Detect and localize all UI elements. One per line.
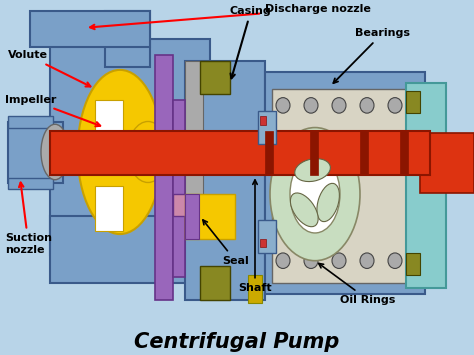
Text: Seal: Seal xyxy=(203,220,249,266)
Text: Impeller: Impeller xyxy=(5,95,100,126)
Bar xyxy=(265,72,425,294)
Ellipse shape xyxy=(360,98,374,113)
Bar xyxy=(406,253,420,275)
Bar xyxy=(406,83,446,288)
Bar xyxy=(185,194,235,239)
Text: Suction
nozzle: Suction nozzle xyxy=(5,182,52,255)
Bar xyxy=(30,11,150,47)
Bar xyxy=(310,131,318,175)
Ellipse shape xyxy=(41,124,69,180)
Text: Oil Rings: Oil Rings xyxy=(319,263,395,305)
Ellipse shape xyxy=(317,183,339,222)
Bar xyxy=(260,116,266,125)
Ellipse shape xyxy=(290,155,340,233)
Bar xyxy=(173,194,185,216)
Bar xyxy=(185,61,265,300)
Bar xyxy=(265,131,273,175)
Bar xyxy=(95,100,123,144)
Ellipse shape xyxy=(304,253,318,268)
Text: Volute: Volute xyxy=(8,50,91,87)
Bar xyxy=(173,100,185,277)
Text: Discharge nozzle: Discharge nozzle xyxy=(90,4,371,29)
Ellipse shape xyxy=(78,70,163,234)
Bar xyxy=(272,89,407,283)
Text: Casing: Casing xyxy=(230,6,272,78)
Bar xyxy=(185,194,199,239)
Bar xyxy=(8,122,63,183)
Ellipse shape xyxy=(291,193,318,227)
Bar xyxy=(400,131,408,175)
Ellipse shape xyxy=(388,253,402,268)
Text: Shaft: Shaft xyxy=(238,180,272,294)
Ellipse shape xyxy=(304,98,318,113)
Bar xyxy=(8,116,53,127)
Bar xyxy=(200,61,230,94)
Bar xyxy=(105,11,150,67)
Bar xyxy=(406,91,420,113)
Ellipse shape xyxy=(388,98,402,113)
Bar xyxy=(155,55,173,300)
Bar xyxy=(420,133,474,193)
Bar xyxy=(50,39,210,255)
Bar xyxy=(248,275,262,303)
Ellipse shape xyxy=(332,253,346,268)
Bar xyxy=(50,216,210,283)
Text: Centrifugal Pump: Centrifugal Pump xyxy=(134,332,340,352)
Text: Bearings: Bearings xyxy=(333,28,410,83)
Bar xyxy=(95,186,123,231)
Ellipse shape xyxy=(276,253,290,268)
Bar xyxy=(200,266,230,300)
Ellipse shape xyxy=(128,121,168,182)
Bar xyxy=(258,111,276,144)
Ellipse shape xyxy=(360,253,374,268)
Bar xyxy=(185,61,203,194)
Bar xyxy=(360,131,368,175)
Ellipse shape xyxy=(332,98,346,113)
Ellipse shape xyxy=(295,159,330,181)
Bar xyxy=(258,220,276,253)
Bar xyxy=(8,178,53,189)
Ellipse shape xyxy=(270,127,360,261)
Bar xyxy=(260,239,266,247)
Ellipse shape xyxy=(276,98,290,113)
Bar xyxy=(50,131,430,175)
